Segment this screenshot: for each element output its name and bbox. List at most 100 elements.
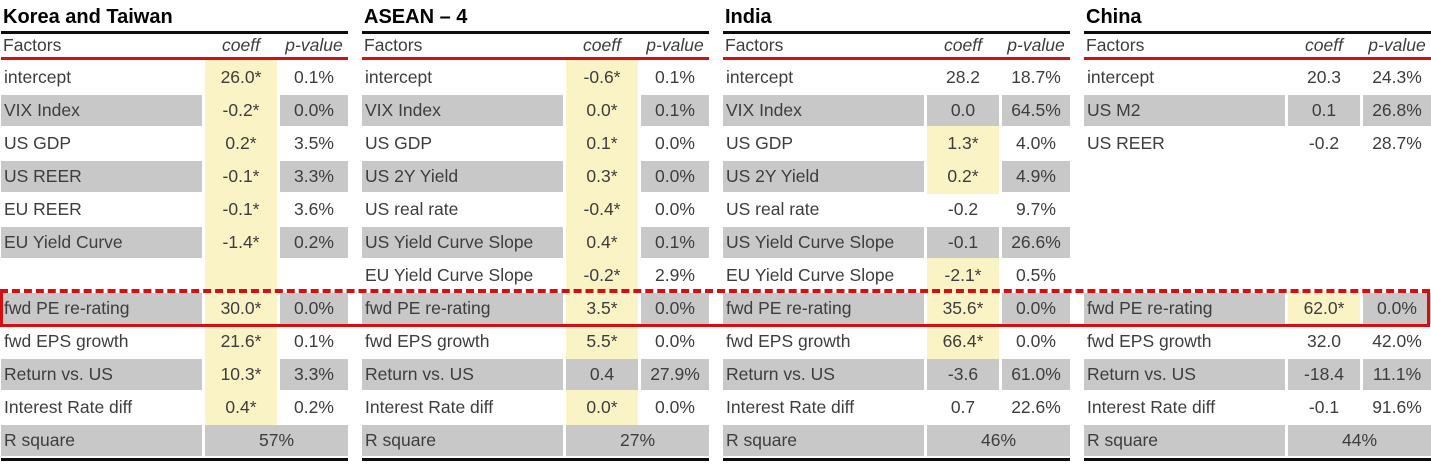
pvalue-cell: 0.0% — [655, 199, 695, 219]
pvalue-cell: 0.5% — [1016, 265, 1056, 285]
pvalue-cell: 27.9% — [641, 359, 709, 390]
column-header-factors: Factors — [1086, 35, 1145, 55]
table-row: US 2Y Yield 0.2* 4.9% — [723, 161, 1070, 192]
pvalue-cell: 0.0% — [280, 95, 348, 126]
factor-cell: fwd PE re-rating — [1, 293, 202, 324]
coeff-cell: 0.4* — [205, 392, 277, 423]
r-square-label: R square — [1, 425, 202, 456]
coeff-cell: 30.0* — [205, 293, 277, 324]
table-row: EU REER -0.1* 3.6% — [1, 194, 348, 225]
table-row: Interest Rate diff -0.1 91.6% — [1084, 392, 1431, 423]
factor-cell: fwd EPS growth — [365, 331, 490, 351]
pvalue-cell: 26.8% — [1363, 95, 1431, 126]
pvalue-cell: 24.3% — [1372, 67, 1422, 87]
r-square-value: 46% — [927, 425, 1070, 456]
table-title: China — [1086, 6, 1142, 28]
table-row-blank — [1084, 161, 1431, 192]
factor-cell: EU Yield Curve Slope — [365, 265, 534, 285]
factor-cell: fwd EPS growth — [4, 331, 129, 351]
pvalue-cell: 2.9% — [655, 265, 695, 285]
table-header-row: Factors coeff p-value — [1084, 34, 1431, 57]
pvalue-cell: 4.9% — [1002, 161, 1070, 192]
factor-cell: Interest Rate diff — [365, 397, 494, 417]
factor-cell: VIX Index — [1, 95, 202, 126]
coeff-cell: -0.6* — [566, 62, 638, 93]
column-header-coeff: coeff — [583, 35, 621, 55]
pvalue-cell: 0.0% — [280, 293, 348, 324]
coeff-cell: -0.1* — [205, 161, 277, 192]
factor-cell: fwd EPS growth — [1087, 331, 1212, 351]
r-square-value: 57% — [205, 425, 348, 456]
table-row: US real rate -0.4* 0.0% — [362, 194, 709, 225]
coeff-cell: 0.0* — [566, 392, 638, 423]
coeff-cell: 26.0* — [205, 62, 277, 93]
table-row: fwd PE re-rating 35.6* 0.0% — [723, 293, 1070, 324]
r-square-label: R square — [723, 425, 924, 456]
coeff-cell: 0.1 — [1288, 95, 1360, 126]
coeff-cell: 10.3* — [205, 359, 277, 390]
pvalue-cell: 61.0% — [1002, 359, 1070, 390]
column-header-coeff: coeff — [222, 35, 260, 55]
column-header-pvalue: p-value — [285, 35, 343, 55]
table-row: US REER -0.1* 3.3% — [1, 161, 348, 192]
coeff-cell: 0.3* — [566, 161, 638, 192]
factor-cell — [1084, 260, 1285, 291]
pvalue-cell: 0.2% — [294, 397, 334, 417]
coeff-cell: -0.1* — [205, 194, 277, 225]
coeff-cell: 66.4* — [927, 326, 999, 357]
column-header-coeff: coeff — [1305, 35, 1343, 55]
pvalue-cell: 0.0% — [655, 133, 695, 153]
table-row: intercept -0.6* 0.1% — [362, 62, 709, 93]
pvalue-cell: 0.0% — [641, 293, 709, 324]
coeff-cell: -2.1* — [927, 260, 999, 291]
factor-cell — [1084, 161, 1285, 192]
coeff-cell — [1288, 260, 1360, 291]
coeff-cell: -0.2* — [566, 260, 638, 291]
coeff-cell: 21.6* — [205, 326, 277, 357]
factor-cell: VIX Index — [362, 95, 563, 126]
r-square-value: 44% — [1288, 425, 1431, 456]
regression-table-india: India Factors coeff p-value intercept 28.… — [723, 4, 1070, 461]
title-rule — [362, 31, 709, 34]
regression-table-china: China Factors coeff p-value intercept 20.… — [1084, 4, 1431, 461]
table-row: US real rate -0.2 9.7% — [723, 194, 1070, 225]
pvalue-cell: 3.3% — [280, 359, 348, 390]
coeff-cell: -1.4* — [205, 227, 277, 258]
coeff-cell: 0.2* — [205, 128, 277, 159]
pvalue-cell: 3.3% — [280, 161, 348, 192]
pvalue-cell — [280, 260, 348, 291]
coeff-cell — [1288, 161, 1360, 192]
factor-cell: Interest Rate diff — [726, 397, 855, 417]
table-row: Return vs. US 0.4 27.9% — [362, 359, 709, 390]
coeff-cell: 0.0 — [927, 95, 999, 126]
pvalue-cell: 0.1% — [641, 227, 709, 258]
pvalue-cell: 0.0% — [1016, 331, 1056, 351]
factor-cell: intercept — [365, 67, 433, 87]
bottom-rule — [362, 458, 709, 461]
table-row: Interest Rate diff 0.0* 0.0% — [362, 392, 709, 423]
coeff-cell: 20.3 — [1306, 67, 1342, 87]
coeff-cell: 0.4* — [566, 227, 638, 258]
table-row: EU Yield Curve Slope -0.2* 2.9% — [362, 260, 709, 291]
pvalue-cell: 42.0% — [1372, 331, 1422, 351]
table-row: fwd EPS growth 32.0 42.0% — [1084, 326, 1431, 357]
coeff-cell: -0.2 — [1308, 133, 1340, 153]
table-row: VIX Index -0.2* 0.0% — [1, 95, 348, 126]
table-row: fwd PE re-rating 30.0* 0.0% — [1, 293, 348, 324]
factor-cell: US 2Y Yield — [362, 161, 563, 192]
table-row-blank — [1084, 227, 1431, 258]
table-row: Return vs. US -3.6 61.0% — [723, 359, 1070, 390]
bottom-rule — [1, 458, 348, 461]
coeff-cell: 5.5* — [566, 326, 638, 357]
table-header-row: Factors coeff p-value — [362, 34, 709, 57]
pvalue-cell — [1363, 194, 1431, 225]
table-row: EU Yield Curve Slope -2.1* 0.5% — [723, 260, 1070, 291]
table-header-row: Factors coeff p-value — [723, 34, 1070, 57]
pvalue-cell: 3.5% — [294, 133, 334, 153]
pvalue-cell: 0.0% — [655, 331, 695, 351]
table-row: fwd EPS growth 66.4* 0.0% — [723, 326, 1070, 357]
column-header-factors: Factors — [725, 35, 784, 55]
factor-cell: US M2 — [1084, 95, 1285, 126]
table-body: intercept 28.2 18.7% VIX Index 0.0 64.5% US GD… — [723, 62, 1070, 423]
